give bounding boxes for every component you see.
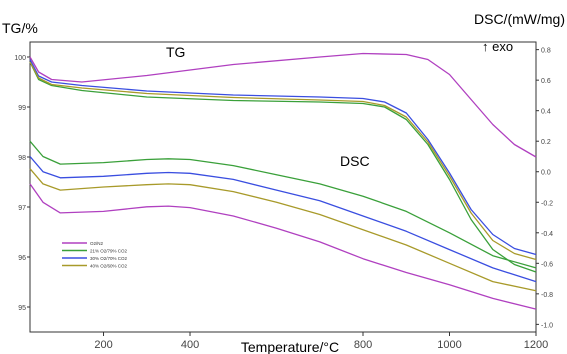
series-layer <box>29 52 537 310</box>
left-tick-label: 98 <box>18 155 26 162</box>
dsc-series-line <box>29 140 537 269</box>
tg-series-line <box>29 61 537 273</box>
x-tick-label: 1000 <box>437 339 461 351</box>
legend-label: 21% O2/79% CO2 <box>90 249 128 254</box>
left-axis-label: TG/% <box>2 20 38 36</box>
right-tick-label: 0.6 <box>541 78 551 85</box>
dsc-series-line <box>29 168 537 292</box>
legend-label: 40% O2/60% CO2 <box>90 264 128 269</box>
left-tick-label: 100 <box>14 55 26 62</box>
tg-series-line <box>29 59 537 256</box>
tg-series-line <box>29 61 537 261</box>
x-tick-label: 800 <box>354 339 372 351</box>
tg-annotation: TG <box>166 44 185 60</box>
tg-series-line <box>29 52 537 158</box>
right-tick-label: 0.0 <box>541 170 551 177</box>
x-tick-label: 200 <box>94 339 112 351</box>
exo-label: ↑ exo <box>482 39 513 54</box>
left-tick-label: 99 <box>18 105 26 112</box>
right-tick-label: -0.2 <box>541 200 553 207</box>
left-tick-label: 96 <box>18 255 26 262</box>
left-tick-label: 95 <box>18 305 26 312</box>
right-axis-label: DSC/(mW/mg) <box>474 11 565 27</box>
right-tick-label: 0.2 <box>541 139 551 146</box>
x-tick-label: 1200 <box>524 339 548 351</box>
dsc-series-line <box>29 183 537 310</box>
right-tick-label: -0.4 <box>541 231 553 238</box>
legend-label: 30% O2/70% CO2 <box>90 256 128 261</box>
right-tick-label: -0.8 <box>541 292 553 299</box>
dsc-annotation: DSC <box>340 153 370 169</box>
left-tick-label: 97 <box>18 205 26 212</box>
legend: O2/N2 21% O2/79% CO2 30% O2/70% CO2 40% O2/… <box>62 241 128 269</box>
x-axis-label: Temperature/°C <box>241 339 339 354</box>
axis-layer: 200 400 800 1000 1200 95 96 97 98 99 100 0.8 0.6 0.4 0… <box>14 48 553 351</box>
right-tick-label: -1.0 <box>541 322 553 329</box>
right-tick-label: 0.8 <box>541 48 551 55</box>
x-tick-label: 400 <box>181 339 199 351</box>
right-tick-label: -0.6 <box>541 261 553 268</box>
legend-label: O2/N2 <box>90 241 104 246</box>
dsc-series-line <box>29 156 537 283</box>
right-tick-label: 0.4 <box>541 109 551 116</box>
